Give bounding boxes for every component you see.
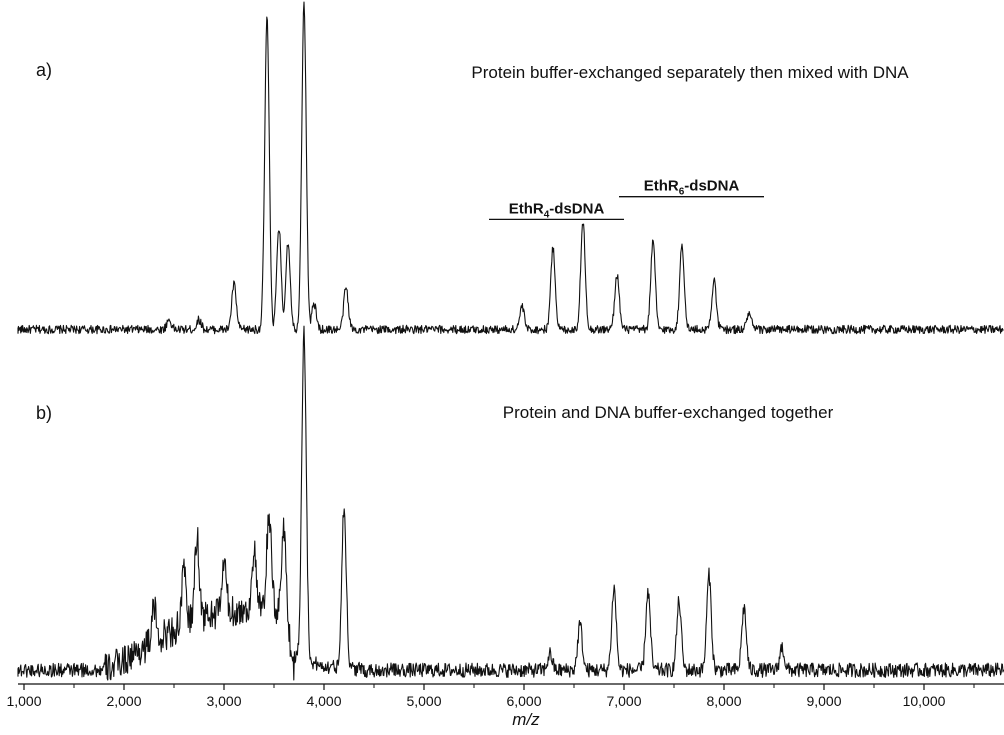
x-axis-title: m/z: [512, 710, 540, 729]
x-tick-label-6: 7,000: [606, 693, 641, 709]
annotation-label-0: EthR4-dsDNA: [509, 200, 605, 220]
spectrum-trace-b: [17, 325, 1004, 681]
x-tick-label-0: 1,000: [6, 693, 41, 709]
x-axis: 1,000 2,000 3,000 4,000 5,000 6,000 7,000 8,000…: [6, 683, 1004, 729]
panel-b-label: b): [36, 403, 52, 423]
x-tick-label-5: 6,000: [506, 693, 541, 709]
x-tick-label-3: 4,000: [306, 693, 341, 709]
x-tick-label-4: 5,000: [406, 693, 441, 709]
x-tick-label-7: 8,000: [706, 693, 741, 709]
x-tick-label-2: 3,000: [206, 693, 241, 709]
panel-a-label: a): [36, 60, 52, 80]
x-tick-label-9: 10,000: [903, 693, 946, 709]
x-tick-label-8: 9,000: [806, 693, 841, 709]
x-tick-label-1: 2,000: [106, 693, 141, 709]
panel-a-annotations: EthR4-dsDNA EthR6-dsDNA: [489, 178, 764, 220]
panel-a: a) Protein buffer-exchanged separately t…: [17, 1, 1004, 335]
annotation-label-1: EthR6-dsDNA: [644, 178, 740, 198]
panel-b-title: Protein and DNA buffer-exchanged togethe…: [503, 403, 834, 422]
panel-b: b) Protein and DNA buffer-exchanged toge…: [17, 325, 1004, 681]
x-axis-ticks: 1,000 2,000 3,000 4,000 5,000 6,000 7,000 8,000…: [6, 684, 975, 709]
panel-a-title: Protein buffer-exchanged separately then…: [471, 63, 909, 82]
spectrum-trace-a: [17, 1, 1004, 335]
